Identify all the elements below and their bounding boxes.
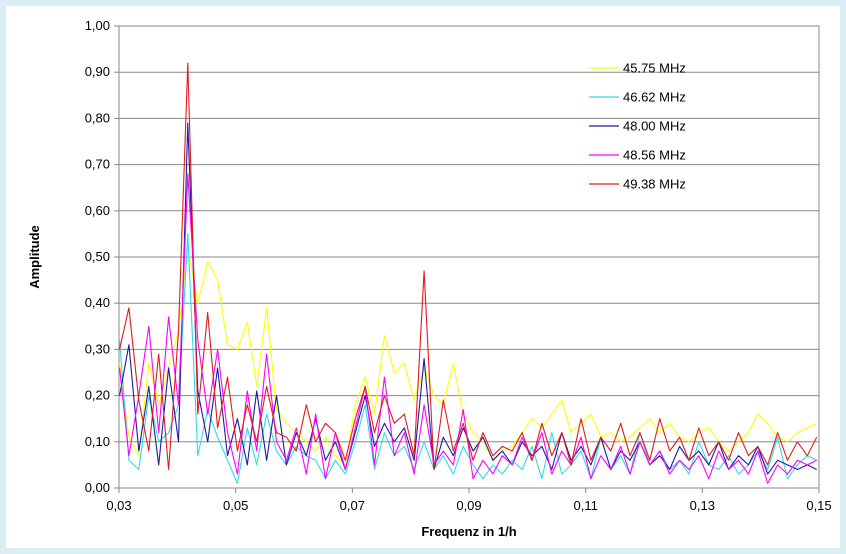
y-tick-label: 0,10 (85, 434, 110, 449)
x-tick-label: 0,15 (806, 498, 831, 513)
y-tick-label: 0,20 (85, 388, 110, 403)
legend-label-49-38-mhz: 49.38 MHz (623, 177, 686, 192)
legend-label-48-56-mhz: 48.56 MHz (623, 148, 686, 163)
series-line-48-00-mhz (119, 122, 817, 475)
x-tick-label: 0,03 (106, 498, 131, 513)
legend-label-48-00-mhz: 48.00 MHz (623, 119, 686, 134)
amplitude-frequency-line-chart: 0,00 0,10 0,20 0,30 0,40 0,50 0,60 0,70 0,80 0,90… (27, 18, 832, 539)
y-axis-title: Amplitude (27, 225, 42, 289)
legend-label-45-75-mhz: 45.75 MHz (623, 61, 686, 76)
chart-frame: 0,00 0,10 0,20 0,30 0,40 0,50 0,60 0,70 0,80 0,90… (6, 6, 840, 548)
series-line-49-38-mhz (119, 62, 818, 471)
x-tick-label: 0,11 (573, 498, 597, 513)
y-tick-label: 0,50 (85, 249, 110, 264)
gridlines (119, 25, 819, 443)
legend-label-46-62-mhz: 46.62 MHz (623, 90, 686, 105)
y-tick-label: 0,00 (85, 480, 110, 495)
x-tick-label: 0,13 (690, 498, 715, 513)
y-tick-label: 0,30 (85, 341, 110, 356)
y-tick-label: 0,60 (85, 203, 110, 218)
y-tick-label: 0,40 (85, 295, 110, 310)
y-tick-label: 0,90 (85, 64, 110, 79)
y-tick-label: 0,70 (85, 157, 110, 172)
legend: 45.75 MHz 46.62 MHz 48.00 MHz 48.56 MHz 49.3… (589, 61, 686, 192)
x-axis-title: Frequenz in 1/h (421, 524, 516, 539)
series-line-46-62-mhz (119, 233, 817, 484)
x-tick-label: 0,09 (456, 498, 481, 513)
series-line-45-75-mhz (119, 247, 817, 466)
x-tick-label: 0,07 (340, 498, 365, 513)
x-tick-label: 0,05 (223, 498, 248, 513)
y-tick-label: 0,80 (85, 110, 110, 125)
series-lines (119, 62, 818, 484)
axis-ticks: 0,00 0,10 0,20 0,30 0,40 0,50 0,60 0,70 0,80 0,90… (85, 18, 832, 513)
y-tick-label: 1,00 (85, 18, 110, 33)
series-line-48-56-mhz (119, 173, 817, 484)
